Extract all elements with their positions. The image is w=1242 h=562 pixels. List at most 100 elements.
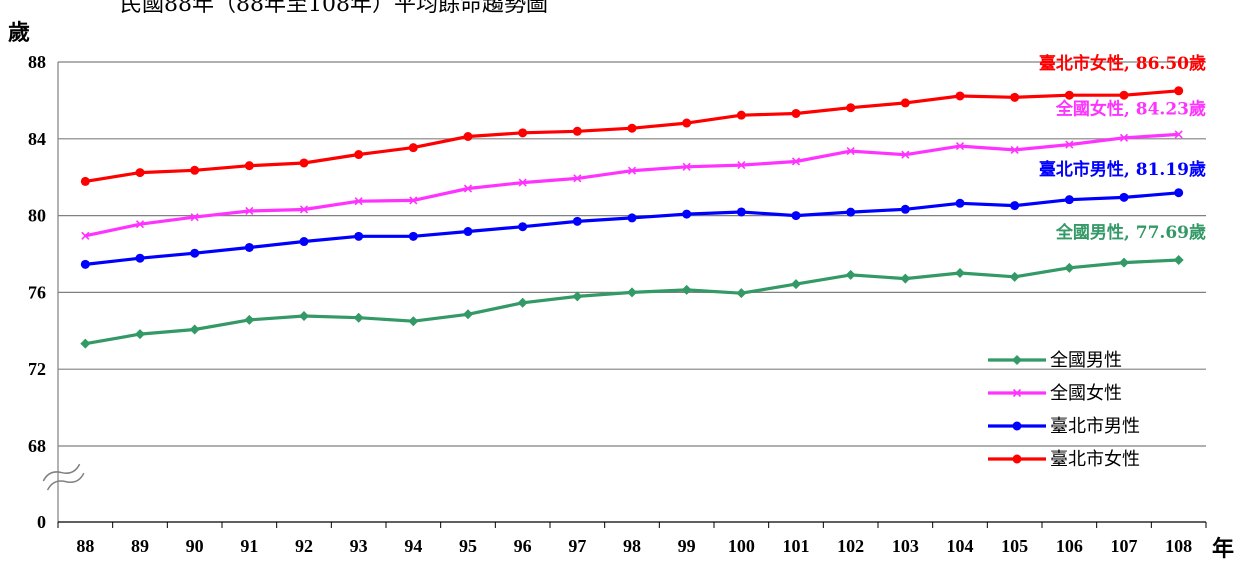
data-point (518, 222, 528, 232)
data-point (463, 131, 473, 141)
data-point (135, 220, 145, 229)
x-tick-label: 102 (837, 536, 864, 556)
data-point (1010, 92, 1020, 102)
x-tick-label: 94 (404, 536, 422, 556)
x-tick-label: 88 (76, 536, 94, 556)
data-point (1065, 140, 1074, 149)
axis-break-icon (46, 472, 85, 491)
legend-item: 臺北市女性 (988, 449, 1140, 470)
data-point (627, 123, 637, 133)
y-tick-label: 72 (28, 359, 46, 379)
data-point (1009, 271, 1020, 282)
y-tick-label: 84 (28, 129, 46, 149)
data-point (791, 279, 801, 290)
data-point (791, 108, 801, 118)
data-point (846, 147, 855, 156)
y-tick-label: 88 (28, 52, 46, 72)
data-point (627, 166, 637, 175)
data-point (1173, 254, 1184, 265)
data-point (572, 216, 582, 226)
data-point (1064, 90, 1074, 100)
x-tick-label: 100 (728, 536, 755, 556)
data-point (244, 242, 254, 252)
data-point (135, 329, 145, 340)
data-point (135, 168, 145, 178)
data-point (299, 205, 309, 214)
legend-marker (1012, 355, 1022, 365)
data-point (80, 259, 90, 269)
data-point (354, 231, 364, 241)
data-point (1119, 192, 1129, 202)
legend-marker (1012, 388, 1022, 398)
y-unit-label: 歲 (8, 20, 30, 46)
data-point (627, 287, 637, 298)
data-point (353, 312, 364, 323)
x-tick-label: 89 (131, 536, 149, 556)
data-point (736, 207, 746, 217)
legend-label: 臺北市男性 (1050, 416, 1140, 437)
data-point (845, 269, 856, 280)
series-lines (80, 86, 1184, 349)
legend-item: 全國男性 (988, 350, 1122, 371)
data-point (190, 165, 200, 175)
x-tick-label: 97 (568, 536, 586, 556)
data-point (901, 150, 910, 159)
data-point (846, 103, 856, 113)
x-tick-label: 106 (1056, 536, 1083, 556)
x-tick-label: 98 (623, 536, 641, 556)
data-point (408, 231, 418, 241)
data-point (572, 126, 582, 136)
data-point (409, 196, 418, 205)
data-point (955, 268, 965, 279)
end-label: 臺北市女性, 86.50歲 (1039, 53, 1206, 74)
end-label: 全國女性, 84.23歲 (1055, 98, 1206, 119)
data-point (408, 316, 419, 327)
data-point (681, 284, 692, 295)
data-point (463, 309, 473, 320)
legend-item: 全國女性 (988, 383, 1122, 404)
data-point (573, 174, 582, 183)
data-point (518, 178, 527, 187)
y-tick-label: 80 (28, 206, 46, 226)
data-point (955, 198, 965, 208)
data-point (682, 162, 691, 171)
data-point (517, 297, 528, 308)
data-point (244, 161, 254, 171)
x-unit-label: 年 (1212, 536, 1234, 562)
data-point (1119, 133, 1129, 142)
x-tick-label: 90 (186, 536, 204, 556)
data-point (189, 324, 200, 335)
x-tick-label: 104 (947, 536, 974, 556)
data-point (80, 176, 90, 186)
data-point (81, 231, 90, 240)
data-point (244, 314, 255, 325)
data-point (900, 204, 910, 214)
x-tick-label: 107 (1111, 536, 1138, 556)
data-point (299, 237, 309, 247)
data-point (408, 143, 418, 153)
data-point (846, 207, 856, 217)
legend-label: 臺北市女性 (1050, 449, 1140, 470)
y-tick-label: 68 (28, 436, 46, 456)
data-point (245, 206, 254, 216)
x-tick-label: 105 (1001, 536, 1028, 556)
chart-title-partial: 民國88年（88年至108年）平均餘命趨勢圖 (120, 0, 548, 17)
data-point (190, 213, 199, 222)
x-tick-label: 108 (1165, 536, 1192, 556)
data-point (299, 158, 309, 168)
data-point (1064, 262, 1075, 273)
data-point (1119, 257, 1129, 268)
legend-marker (1012, 454, 1022, 464)
data-point (135, 253, 145, 263)
data-point (80, 338, 91, 349)
series-2 (80, 188, 1184, 269)
data-point (900, 273, 911, 284)
data-point (1010, 145, 1019, 155)
data-point (900, 98, 910, 108)
x-tick-label: 95 (459, 536, 477, 556)
data-point (299, 311, 309, 322)
data-point (736, 110, 746, 120)
data-point (791, 157, 801, 166)
